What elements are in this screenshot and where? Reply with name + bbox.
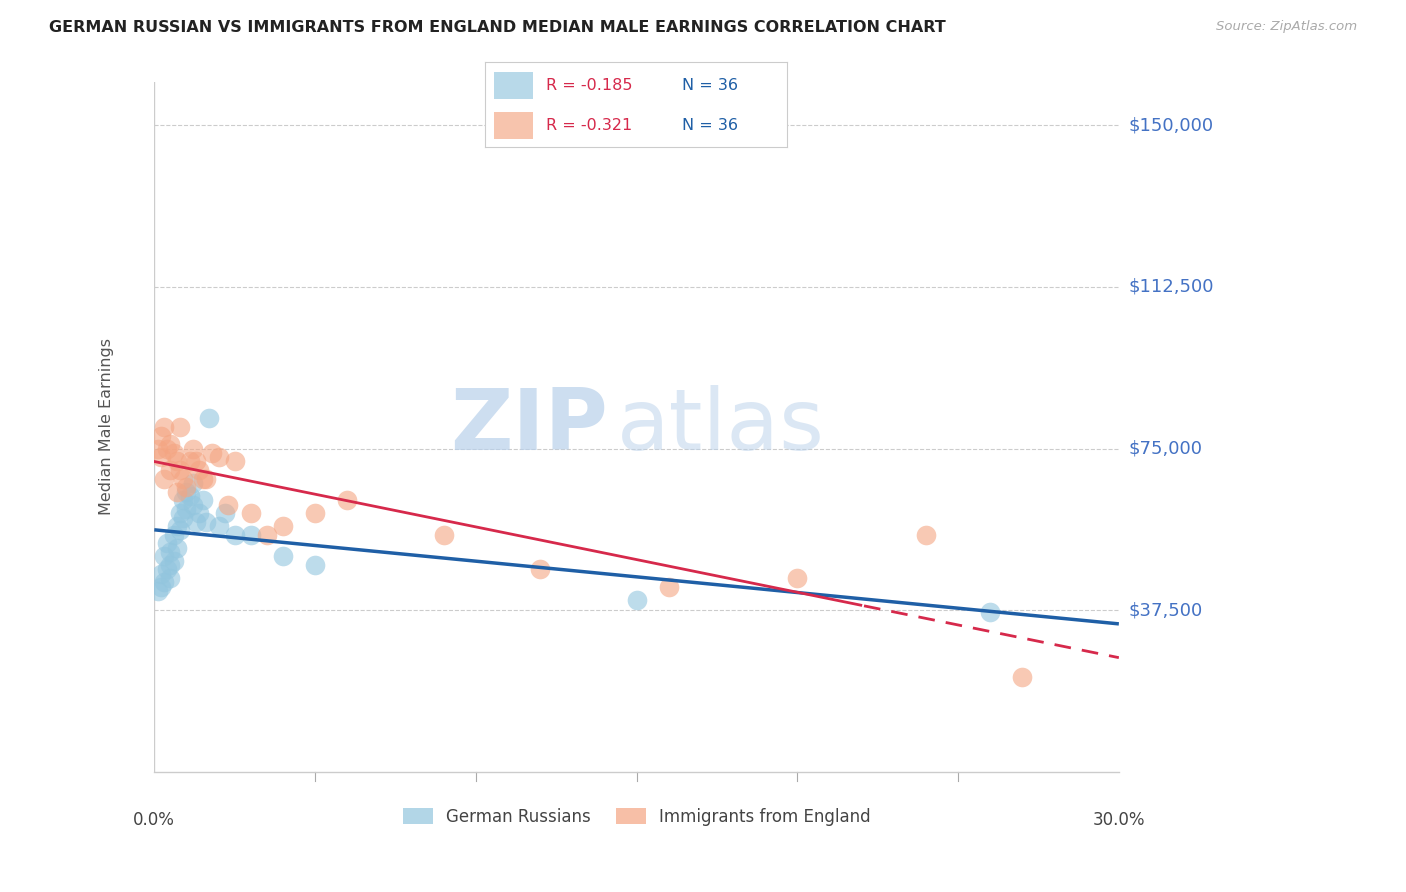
Point xyxy=(162,528,184,542)
Text: Source: ZipAtlas.com: Source: ZipAtlas.com xyxy=(1216,20,1357,33)
Point xyxy=(149,580,172,594)
Point xyxy=(188,463,211,477)
Point xyxy=(224,454,246,468)
Point xyxy=(166,519,188,533)
Legend: German Russians, Immigrants from England: German Russians, Immigrants from England xyxy=(396,801,877,833)
Point xyxy=(159,545,181,559)
Point xyxy=(256,528,278,542)
Point xyxy=(915,528,938,542)
Text: $112,500: $112,500 xyxy=(1129,277,1213,296)
Point xyxy=(176,484,198,499)
Point xyxy=(786,571,808,585)
Point xyxy=(159,558,181,572)
Text: N = 36: N = 36 xyxy=(682,118,738,133)
Text: 30.0%: 30.0% xyxy=(1092,811,1144,829)
Point xyxy=(239,528,262,542)
Point xyxy=(198,411,221,425)
Point xyxy=(191,472,214,486)
Point xyxy=(214,506,236,520)
Point xyxy=(179,489,201,503)
Point xyxy=(184,454,207,468)
Point xyxy=(159,571,181,585)
Point xyxy=(166,484,188,499)
Text: 0.0%: 0.0% xyxy=(134,811,176,829)
Point xyxy=(626,592,648,607)
Text: GERMAN RUSSIAN VS IMMIGRANTS FROM ENGLAND MEDIAN MALE EARNINGS CORRELATION CHART: GERMAN RUSSIAN VS IMMIGRANTS FROM ENGLAN… xyxy=(49,20,946,35)
Point xyxy=(181,476,204,491)
Point xyxy=(181,442,204,456)
Point xyxy=(146,583,169,598)
Point xyxy=(162,554,184,568)
Point xyxy=(304,558,326,572)
Point xyxy=(1011,670,1033,684)
Text: $37,500: $37,500 xyxy=(1129,601,1202,619)
Point xyxy=(271,519,294,533)
Point xyxy=(194,472,217,486)
Point xyxy=(201,446,224,460)
Point xyxy=(172,510,194,524)
Point xyxy=(159,463,181,477)
Point xyxy=(271,549,294,564)
Point xyxy=(169,506,191,520)
Point xyxy=(336,493,359,508)
Point xyxy=(149,566,172,581)
Bar xyxy=(494,71,533,99)
Point xyxy=(156,562,179,576)
Point xyxy=(153,549,176,564)
Text: R = -0.185: R = -0.185 xyxy=(546,78,633,93)
Point xyxy=(169,463,191,477)
Point xyxy=(149,428,172,442)
Point xyxy=(153,575,176,590)
Point xyxy=(207,519,229,533)
Point xyxy=(224,528,246,542)
Point xyxy=(169,420,191,434)
Point xyxy=(162,446,184,460)
Point xyxy=(153,472,176,486)
Point xyxy=(181,498,204,512)
Point xyxy=(529,562,551,576)
Point xyxy=(156,442,179,456)
Point xyxy=(304,506,326,520)
Text: ZIP: ZIP xyxy=(450,385,607,468)
Point xyxy=(159,437,181,451)
Point xyxy=(153,420,176,434)
Text: R = -0.321: R = -0.321 xyxy=(546,118,631,133)
Point xyxy=(184,515,207,529)
Point xyxy=(433,528,456,542)
Point xyxy=(191,493,214,508)
Text: $75,000: $75,000 xyxy=(1129,440,1202,458)
Point xyxy=(146,442,169,456)
Point xyxy=(166,454,188,468)
Point xyxy=(179,454,201,468)
Point xyxy=(176,480,198,494)
Point xyxy=(979,606,1001,620)
Point xyxy=(207,450,229,465)
Bar xyxy=(494,112,533,139)
Point xyxy=(166,541,188,555)
Text: Median Male Earnings: Median Male Earnings xyxy=(98,338,114,516)
Point xyxy=(176,502,198,516)
Point xyxy=(658,580,681,594)
Point xyxy=(169,524,191,538)
Point xyxy=(217,498,239,512)
Text: atlas: atlas xyxy=(617,385,825,468)
Text: N = 36: N = 36 xyxy=(682,78,738,93)
Point xyxy=(239,506,262,520)
Point xyxy=(188,506,211,520)
Text: $150,000: $150,000 xyxy=(1129,116,1213,134)
Point xyxy=(172,472,194,486)
Point xyxy=(156,536,179,550)
Point xyxy=(149,450,172,465)
Point xyxy=(172,493,194,508)
Point xyxy=(194,515,217,529)
